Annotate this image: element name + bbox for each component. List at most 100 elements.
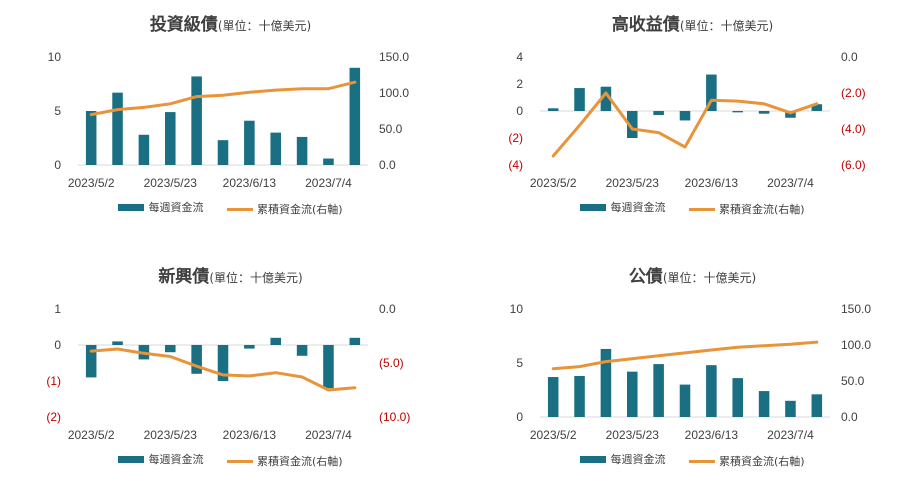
bar: [679, 384, 691, 417]
chart-panel-high-yield: 高收益債(單位：十億美元) (4) (2) 0 2 4 (6.0) (4.0) (2.0) 0.…: [462, 0, 923, 245]
chart-plot: (2) (1) 0 1 (10.0) (5.0) 0.0 2023/5/2 2023/5/23 2…: [46, 302, 410, 442]
bar: [811, 104, 823, 111]
legend-item-line: 累積資金流(右軸): [226, 201, 343, 217]
chart-title-unit: (單位：十億美元): [209, 271, 303, 285]
legend-swatch-line: [226, 207, 253, 211]
x-tick-label: 2023/7/4: [767, 428, 814, 442]
bar: [600, 86, 612, 111]
x-tick-label: 2023/7/4: [305, 428, 352, 442]
bar: [191, 345, 202, 374]
bar: [296, 136, 308, 165]
legend-item-bar: 每週資金流: [580, 199, 665, 215]
bar: [349, 67, 361, 165]
legend-label-bar: 每週資金流: [610, 201, 666, 214]
chart-title-main: 新興債: [158, 267, 210, 287]
y-right-tick-label: 100.0: [379, 86, 409, 100]
y-right-tick-label: (5.0): [379, 356, 404, 370]
chart-panel-government: 公債(單位：十億美元) 0 5 10 0.0 50.0 100.0 150.0 2023/5/…: [462, 252, 923, 497]
bar: [732, 111, 743, 113]
y-right-tick-label: 50.0: [379, 122, 403, 136]
legend-swatch-bar: [580, 455, 607, 463]
chart-panel-emerging-market: 新興債(單位：十億美元) (2) (1) 0 1 (10.0) (5.0) 0.0 2023/…: [0, 252, 461, 497]
y-left-tick-label: (2): [46, 410, 61, 424]
bar: [165, 345, 176, 353]
cumulative-line: [89, 80, 357, 117]
legend-label-bar: 每週資金流: [610, 453, 666, 466]
bar: [217, 345, 229, 381]
bar: [600, 348, 612, 417]
cumulative-line: [551, 340, 819, 371]
legend-swatch-bar: [118, 203, 145, 211]
bar: [217, 140, 229, 165]
legend-item-bar: 每週資金流: [580, 451, 665, 467]
y-right-tick-label: (10.0): [379, 410, 410, 424]
legend-swatch-bar: [118, 455, 145, 463]
bar: [138, 134, 150, 165]
legend-label-bar: 每週資金流: [148, 201, 204, 214]
legend-swatch-line: [226, 459, 253, 463]
legend-item-bar: 每週資金流: [118, 199, 203, 215]
y-right-tick-label: 0.0: [379, 302, 396, 316]
legend-swatch-line: [688, 207, 715, 211]
x-tick-label: 2023/6/13: [223, 428, 277, 442]
bar: [758, 391, 770, 417]
y-left-tick-label: 10: [510, 302, 524, 316]
bar: [785, 111, 796, 118]
y-right-tick-label: 150.0: [841, 302, 871, 316]
chart-title-unit: (單位：十億美元): [662, 271, 757, 285]
chart-title-main: 公債: [628, 267, 663, 287]
y-right-tick-label: 0.0: [379, 158, 396, 172]
bar: [349, 337, 361, 345]
bar: [547, 108, 559, 111]
bar: [574, 375, 585, 417]
bar: [323, 345, 334, 389]
y-left-tick-label: (2): [508, 131, 523, 145]
legend-label-bar: 每週資金流: [148, 453, 204, 466]
chart-title-unit: (單位：十億美元): [679, 19, 774, 33]
chart-plot: (4) (2) 0 2 4 (6.0) (4.0) (2.0) 0.0 2023/5/2 2023/…: [508, 50, 866, 190]
x-tick-label: 2023/6/13: [685, 176, 739, 190]
y-right-tick-label: 0.0: [841, 410, 858, 424]
x-tick-label: 2023/5/2: [68, 176, 115, 190]
bar: [85, 111, 97, 165]
y-left-tick-label: (1): [46, 374, 61, 388]
bar: [323, 158, 334, 165]
chart-legend: 每週資金流 累積資金流(右軸): [462, 199, 923, 217]
bar: [244, 345, 255, 349]
chart-legend: 每週資金流 累積資金流(右軸): [0, 451, 461, 469]
y-left-tick-label: 2: [516, 77, 523, 91]
legend-swatch-line: [688, 459, 715, 463]
legend-swatch-bar: [580, 203, 607, 211]
bar: [653, 111, 664, 116]
y-left-tick-label: 0: [54, 158, 61, 172]
x-tick-label: 2023/5/23: [144, 176, 198, 190]
bar: [270, 132, 281, 165]
legend-label-line: 累積資金流(右軸): [718, 455, 805, 468]
chart-legend: 每週資金流 累積資金流(右軸): [0, 199, 461, 217]
x-tick-label: 2023/5/23: [144, 428, 198, 442]
bar: [165, 112, 176, 165]
bar: [732, 378, 743, 417]
y-left-tick-label: 0: [516, 104, 523, 118]
bar: [112, 341, 123, 345]
bar: [296, 345, 308, 356]
y-left-tick-label: 5: [516, 356, 523, 370]
y-left-tick-label: 4: [516, 50, 523, 64]
y-right-tick-label: 0.0: [841, 50, 858, 64]
y-left-tick-label: 5: [54, 104, 61, 118]
bar: [706, 74, 717, 111]
x-tick-label: 2023/5/2: [530, 176, 577, 190]
x-tick-label: 2023/5/2: [530, 428, 577, 442]
chart-title: 投資級債(單位：十億美元): [0, 10, 461, 35]
y-left-tick-label: (4): [508, 158, 523, 172]
chart-title: 高收益債(單位：十億美元): [462, 10, 923, 35]
y-right-tick-label: (2.0): [841, 86, 866, 100]
x-tick-label: 2023/7/4: [305, 176, 352, 190]
chart-title-main: 高收益債: [611, 15, 680, 35]
y-right-tick-label: 50.0: [841, 374, 865, 388]
y-left-tick-label: 0: [516, 410, 523, 424]
y-right-tick-label: 100.0: [841, 338, 871, 352]
chart-title: 新興債(單位：十億美元): [0, 262, 461, 287]
cumulative-line: [89, 347, 357, 392]
chart-title-unit: (單位：十億美元): [217, 19, 312, 33]
